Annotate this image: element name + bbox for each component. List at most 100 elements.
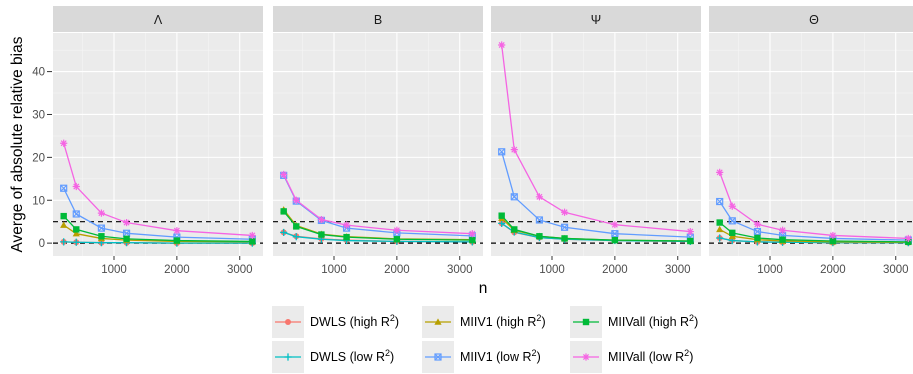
data-point bbox=[498, 219, 506, 228]
data-point bbox=[498, 148, 506, 156]
legend-label-close: ) bbox=[537, 350, 541, 364]
x-tick-label: 1000 bbox=[757, 264, 783, 276]
data-point bbox=[60, 184, 68, 192]
legend-label-superscript: 2 bbox=[689, 313, 694, 323]
series-line bbox=[501, 151, 691, 238]
data-point bbox=[611, 236, 619, 244]
data-point bbox=[560, 208, 569, 216]
data-point-box bbox=[510, 193, 518, 201]
legend-label-close: ) bbox=[689, 350, 693, 364]
data-point bbox=[280, 208, 287, 215]
data-point bbox=[535, 216, 544, 224]
y-tick-label: 0 bbox=[39, 238, 45, 250]
data-point bbox=[716, 168, 724, 176]
data-point bbox=[611, 230, 619, 238]
series-line bbox=[63, 187, 253, 240]
x-tick-label: 3000 bbox=[447, 264, 473, 276]
legend-label-superscript: 2 bbox=[532, 348, 537, 358]
panel-1: B 1000 2000 3000 bbox=[273, 6, 483, 276]
data-point-cross bbox=[498, 148, 506, 156]
data-point-box bbox=[716, 197, 724, 206]
data-point bbox=[343, 233, 350, 241]
data-point-box bbox=[753, 227, 762, 236]
data-point bbox=[318, 231, 325, 238]
data-point-cross bbox=[536, 216, 543, 224]
data-point-box bbox=[60, 184, 68, 192]
panel-0: Λ 1000 2000 3000 bbox=[53, 6, 263, 276]
series-line bbox=[283, 174, 473, 235]
legend-label-close: ) bbox=[694, 315, 698, 329]
legend-label-text: DWLS (high R bbox=[310, 315, 390, 329]
legend-item: MIIV1 (low R2) bbox=[422, 341, 541, 373]
data-point bbox=[60, 139, 68, 147]
y-tick-label: 40 bbox=[32, 67, 45, 79]
y-tick-label: 20 bbox=[32, 152, 45, 164]
y-tick-label: 30 bbox=[32, 109, 45, 121]
data-point bbox=[468, 230, 476, 238]
data-point bbox=[829, 231, 837, 240]
data-point bbox=[173, 237, 181, 244]
legend-item: MIIV1 (high R2) bbox=[422, 306, 546, 338]
data-point-cross bbox=[611, 230, 619, 238]
data-point bbox=[293, 223, 300, 230]
data-point-cross bbox=[561, 223, 568, 231]
legend-label: MIIVall (low R2) bbox=[608, 348, 693, 364]
data-point bbox=[72, 210, 80, 218]
legend-label-close: ) bbox=[390, 350, 394, 364]
legend-label-superscript: 2 bbox=[390, 313, 395, 323]
x-tick-label: 1000 bbox=[321, 264, 347, 276]
facet-title: Ψ bbox=[591, 13, 601, 27]
legend-key-marker bbox=[582, 318, 590, 326]
data-point bbox=[72, 182, 80, 191]
x-tick-label: 3000 bbox=[883, 264, 909, 276]
data-point bbox=[60, 221, 68, 228]
data-point-cross bbox=[60, 184, 68, 192]
legend-key-marker bbox=[582, 353, 590, 361]
facet-title: B bbox=[374, 13, 382, 27]
series-line bbox=[501, 44, 691, 233]
data-point bbox=[317, 215, 326, 224]
data-point bbox=[535, 193, 544, 201]
data-point bbox=[498, 41, 506, 49]
legend-label-superscript: 2 bbox=[536, 313, 541, 323]
data-point bbox=[560, 223, 569, 231]
data-point-box bbox=[72, 210, 80, 218]
x-axis-title: n bbox=[479, 280, 488, 297]
facet-strip bbox=[709, 6, 913, 32]
data-point bbox=[248, 231, 256, 240]
data-point bbox=[292, 196, 300, 204]
data-point bbox=[60, 238, 68, 246]
panel-background bbox=[709, 33, 913, 256]
data-point-cross bbox=[754, 228, 761, 235]
legend-item: MIIVall (low R2) bbox=[570, 341, 693, 373]
x-tick-label: 2000 bbox=[384, 264, 410, 276]
data-point bbox=[753, 227, 762, 236]
data-point bbox=[729, 229, 736, 237]
data-point bbox=[686, 227, 694, 236]
facet-title: Θ bbox=[809, 13, 819, 27]
legend-label-superscript: 2 bbox=[385, 348, 390, 358]
data-point-box bbox=[498, 148, 506, 156]
x-tick-label: 2000 bbox=[820, 264, 846, 276]
data-point bbox=[498, 212, 505, 219]
legend-key-marker bbox=[285, 319, 291, 325]
panel-3: Θ 1000 2000 3000 bbox=[709, 6, 913, 276]
panel-background bbox=[491, 33, 701, 256]
legend-label-text: DWLS (low R bbox=[310, 350, 385, 364]
data-point bbox=[611, 221, 619, 229]
data-point bbox=[97, 224, 106, 232]
data-point bbox=[280, 170, 288, 179]
legend-item: DWLS (low R2) bbox=[272, 341, 394, 373]
legend-label-text: MIIVall (high R bbox=[608, 315, 689, 329]
data-point bbox=[716, 197, 724, 206]
data-point bbox=[280, 228, 288, 237]
data-point bbox=[511, 226, 518, 233]
data-point-cross bbox=[728, 217, 736, 225]
data-point-cross bbox=[98, 224, 105, 232]
legend-key-marker bbox=[434, 353, 442, 361]
legend-label: MIIV1 (low R2) bbox=[460, 348, 541, 364]
data-point bbox=[393, 226, 401, 234]
data-point-box bbox=[728, 217, 736, 225]
x-tick-label: 1000 bbox=[539, 264, 565, 276]
